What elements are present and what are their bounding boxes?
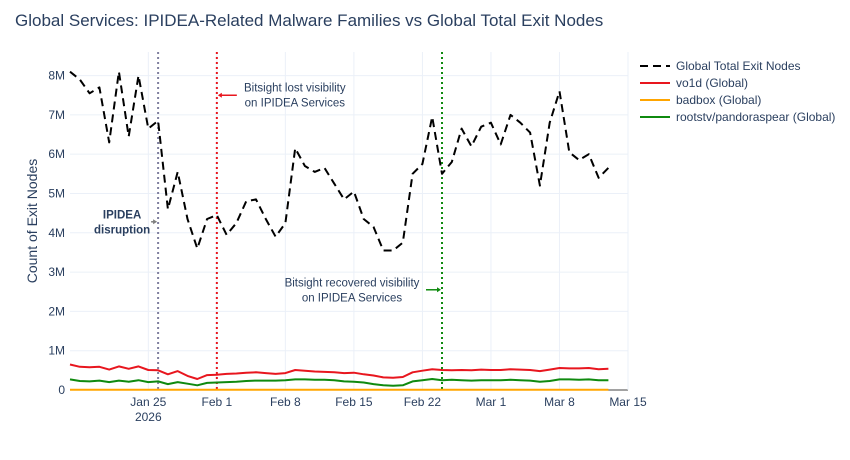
x-tick-label: Mar 15 [609,395,647,409]
x-tick-label: Feb 1 [201,395,232,409]
x-tick-label: Feb 15 [335,395,373,409]
annotation-text: disruption [94,224,150,236]
series-lines [69,70,610,391]
y-tick-label: 2M [48,304,65,318]
legend-item[interactable]: Global Total Exit Nodes [640,59,801,73]
legend-item[interactable]: vo1d (Global) [640,76,748,90]
x-tick-label: Feb 22 [404,395,442,409]
y-tick-label: 7M [48,108,65,122]
y-tick-label: 0 [58,383,65,397]
series-line-1 [69,363,609,380]
y-tick-label: 5M [48,186,65,200]
chart-title: Global Services: IPIDEA-Related Malware … [15,11,603,30]
annotation-arrow-head [437,287,441,293]
annotations: Bitsight lost visibility on IPIDEA Servic… [94,83,441,304]
annotation-arrow-head [217,92,222,98]
x-tick-sublabel: 2026 [135,410,162,424]
y-tick-label: 6M [48,147,65,161]
event-lines [157,52,443,390]
annotation-text: on IPIDEA Services [302,292,403,304]
x-tick-label: Feb 8 [270,395,301,409]
annotation-text: Bitsight lost visibility [244,83,346,95]
y-axis-title: Count of Exit Nodes [24,159,40,284]
x-tick-label: Jan 25 [130,395,166,409]
x-tick-label: Mar 1 [476,395,507,409]
legend-label: badbox (Global) [676,93,761,107]
annotation-text: Bitsight recovered visibility [285,277,420,289]
y-axis: 0 1M 2M 3M 4M 5M 6M 7M 8M [48,69,65,397]
series-line-3 [69,378,609,387]
legend-label: Global Total Exit Nodes [676,59,801,73]
annotation-text: on IPIDEA Services [245,98,346,110]
series-line-0 [69,70,610,252]
y-tick-label: 8M [48,69,65,83]
legend-label: vo1d (Global) [676,76,748,90]
y-tick-label: 1M [48,344,65,358]
legend-item[interactable]: rootstv/pandoraspear (Global) [640,110,835,124]
y-tick-label: 3M [48,265,65,279]
annotation-arrow-head [153,219,158,225]
legend-label: rootstv/pandoraspear (Global) [676,110,835,124]
legend[interactable]: Global Total Exit Nodes vo1d (Global) badb… [640,59,835,124]
legend-item[interactable]: badbox (Global) [640,93,761,107]
annotation-text: IPIDEA [103,209,141,221]
x-tick-label: Mar 8 [544,395,575,409]
y-tick-label: 4M [48,226,65,240]
